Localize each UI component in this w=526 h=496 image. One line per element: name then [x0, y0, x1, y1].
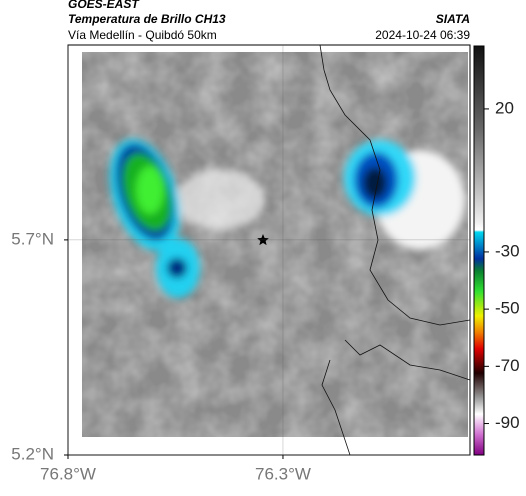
product: Temperatura de Brillo CH13	[68, 12, 226, 26]
satellite: GOES-EAST	[68, 0, 140, 11]
x-tick-label: 76.3°W	[255, 464, 311, 483]
map-image	[68, 44, 471, 456]
y-tick-label: 5.2°N	[11, 444, 54, 463]
source: SIATA	[436, 12, 470, 26]
ticks: 76.8°W 76.3°W 5.7°N 5.2°N 20 -30 -50 -70 -90	[11, 45, 520, 483]
colorbar	[473, 45, 485, 456]
colorbar-tick-label: 20	[495, 98, 514, 117]
colorbar-tick-label: -70	[495, 356, 520, 375]
colorbar-tick-label: -90	[495, 413, 520, 432]
datetime: 2024-10-24 06:39	[375, 28, 470, 42]
y-tick-label: 5.7°N	[11, 229, 54, 248]
location: Vía Medellín - Quibdó 50km	[68, 28, 217, 42]
colorbar-tick-label: -30	[495, 241, 520, 260]
x-tick-label: 76.8°W	[40, 464, 96, 483]
colorbar-tick-label: -50	[495, 299, 520, 318]
